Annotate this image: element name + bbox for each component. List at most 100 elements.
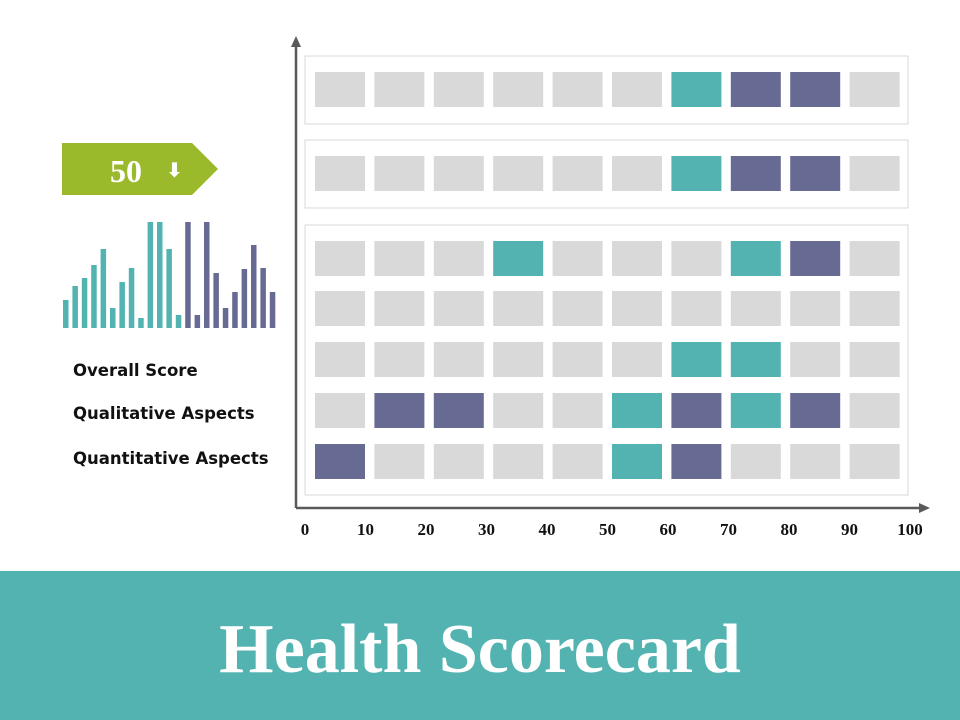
qualitative-aspects-label: Qualitative Aspects [73,404,255,423]
x-tick-label: 80 [781,520,798,539]
score-cell-empty [790,291,841,326]
score-tag-shape [62,143,218,195]
score-cell-empty [374,156,425,191]
score-cell-empty [849,393,900,428]
mini-bar [72,286,78,328]
mini-bar [213,273,219,328]
score-cell-purple [790,241,841,276]
score-cell-purple [433,393,484,428]
score-cell-empty [374,291,425,326]
mini-bar [91,265,97,328]
score-cell-empty [849,444,900,479]
score-cell-empty [493,444,544,479]
mini-bar [110,308,116,328]
score-cell-empty [315,241,365,276]
mini-bar [204,222,210,328]
score-cell-teal [671,156,722,191]
x-tick-label: 40 [539,520,556,539]
score-cell-empty [671,241,722,276]
score-cell-empty [433,291,484,326]
mini-bar [251,245,257,328]
mini-bar [241,269,248,328]
score-cell-teal [612,444,662,479]
x-tick-label: 90 [841,520,858,539]
score-cell-teal [730,241,781,276]
mini-bar [157,222,163,328]
mini-bar [100,249,107,328]
score-cell-empty [612,342,662,377]
score-cell-empty [493,72,544,107]
score-cell-purple [730,72,781,107]
quantitative-aspects-label: Quantitative Aspects [73,449,269,468]
mini-bar [119,282,125,328]
score-cell-purple [671,393,722,428]
mini-bar [166,249,172,328]
score-cell-teal [671,72,722,107]
score-cell-purple [671,444,722,479]
score-cell-empty [493,342,544,377]
score-cell-empty [552,241,603,276]
score-cell-empty [612,72,662,107]
score-cell-purple [374,393,425,428]
x-tick-label: 20 [418,520,435,539]
score-cell-empty [315,393,365,428]
score-cell-empty [612,156,662,191]
score-cell-empty [493,291,544,326]
score-cell-empty [433,342,484,377]
mini-bar [175,315,182,328]
mini-bar [194,315,201,328]
x-tick-label: 50 [599,520,616,539]
score-cell-empty [552,393,603,428]
mini-bar [222,308,229,328]
x-tick-label: 100 [897,520,923,539]
score-cell-empty [552,342,603,377]
score-cell-empty [315,72,365,107]
mini-bar [128,268,135,328]
overall-score-label: Overall Score [73,361,198,380]
score-tag [62,143,218,195]
score-cell-empty [552,156,603,191]
score-cell-empty [849,241,900,276]
score-cell-empty [315,156,365,191]
score-cell-purple [315,444,365,479]
x-tick-label: 0 [301,520,310,539]
mini-bar [63,300,69,328]
x-tick-label: 70 [720,520,737,539]
score-cell-empty [374,342,425,377]
mini-bar [147,222,154,328]
score-cell-empty [433,241,484,276]
score-cell-empty [315,291,365,326]
score-cell-purple [790,393,841,428]
score-cell-purple [790,72,841,107]
score-cell-teal [730,342,781,377]
score-cell-empty [493,156,544,191]
score-cell-empty [433,156,484,191]
score-cell-empty [671,291,722,326]
score-value: 50 [110,153,142,189]
score-cell-empty [849,156,900,191]
score-cell-teal [493,241,544,276]
score-cell-empty [493,393,544,428]
y-axis-arrowhead [291,36,301,47]
score-cell-purple [730,156,781,191]
score-cell-empty [374,72,425,107]
score-cell-empty [849,342,900,377]
score-cell-teal [671,342,722,377]
score-cell-empty [612,241,662,276]
mini-bar [138,318,144,328]
mini-bar [185,222,191,328]
score-cell-empty [374,241,425,276]
x-tick-label: 30 [478,520,495,539]
score-cell-empty [849,291,900,326]
score-cell-empty [552,291,603,326]
score-cell-empty [374,444,425,479]
score-cell-empty [612,291,662,326]
down-arrow-icon: ⬇ [166,158,183,182]
score-cell-empty [849,72,900,107]
score-cell-empty [790,342,841,377]
mini-bar [260,268,266,328]
score-cell-empty [433,72,484,107]
score-cell-teal [730,393,781,428]
